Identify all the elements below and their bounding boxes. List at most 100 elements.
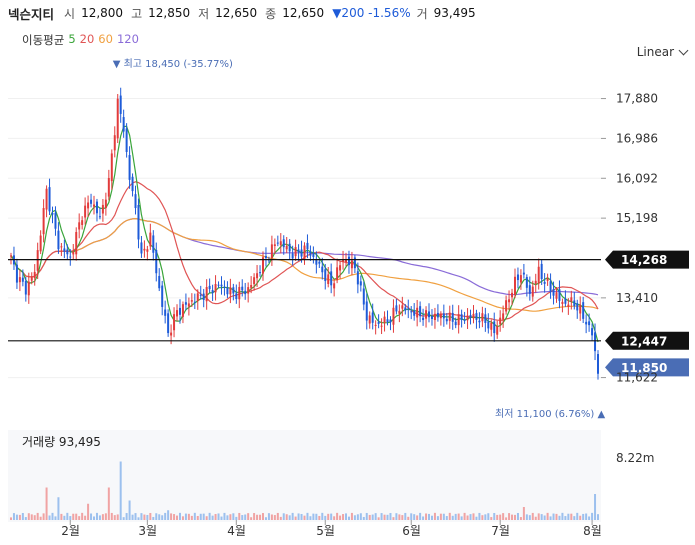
price-line-badge: 14,268 bbox=[605, 250, 689, 269]
candle-body bbox=[220, 284, 223, 287]
volume-bar bbox=[428, 513, 431, 520]
volume-bar bbox=[309, 516, 312, 520]
candle-body bbox=[422, 317, 425, 321]
candle-body bbox=[270, 244, 273, 259]
candle-body bbox=[383, 316, 386, 323]
volume-bar bbox=[333, 516, 336, 520]
candle-body bbox=[244, 290, 247, 295]
candle-body bbox=[131, 176, 134, 192]
volume-bar bbox=[436, 516, 439, 520]
volume-bar bbox=[537, 513, 540, 520]
candle-body bbox=[149, 232, 152, 247]
volume-bar bbox=[10, 517, 12, 520]
volume-bar bbox=[564, 516, 567, 520]
close-value: 12,650 bbox=[282, 6, 325, 20]
candle-body bbox=[113, 135, 116, 151]
candle-body bbox=[404, 307, 407, 311]
candle-body bbox=[457, 314, 460, 326]
candle-body bbox=[294, 247, 297, 257]
volume-bar bbox=[98, 515, 101, 520]
candle-body bbox=[336, 267, 339, 281]
candle-body bbox=[585, 321, 588, 325]
volume-bar bbox=[306, 512, 309, 520]
volume-bar bbox=[87, 503, 90, 520]
candle-body bbox=[591, 328, 594, 336]
candle-body bbox=[469, 314, 472, 318]
candle-body bbox=[522, 272, 525, 275]
volume-bar bbox=[45, 487, 48, 520]
ma60-line bbox=[10, 217, 599, 312]
volume-bar bbox=[18, 514, 21, 520]
candle-body bbox=[155, 249, 158, 274]
volume-bar bbox=[297, 513, 300, 520]
candle-body bbox=[51, 213, 54, 215]
volume-bar bbox=[433, 512, 436, 520]
candle-body bbox=[176, 310, 179, 317]
candle-body bbox=[519, 275, 522, 283]
min-annotation: 최저 11,100 (6.76%) ▲ bbox=[495, 408, 605, 420]
volume-bar bbox=[356, 514, 359, 520]
candle-body bbox=[570, 297, 573, 302]
volume-bar bbox=[110, 512, 113, 520]
volume-bar bbox=[549, 516, 552, 520]
candle-body bbox=[359, 281, 362, 286]
candle-body bbox=[78, 222, 81, 230]
volume-bar bbox=[347, 516, 350, 520]
volume-bar bbox=[75, 513, 78, 520]
candle-body bbox=[493, 321, 496, 334]
ma20-label[interactable]: 20 bbox=[79, 32, 95, 46]
volume-bar bbox=[540, 514, 543, 520]
ma120-label[interactable]: 120 bbox=[116, 32, 139, 46]
volume-bar bbox=[238, 512, 241, 520]
candle-body bbox=[66, 249, 69, 255]
candle-body bbox=[229, 287, 232, 295]
volume-bar bbox=[330, 513, 333, 520]
volume-bar bbox=[164, 512, 167, 520]
x-tick-label: 3월 bbox=[138, 524, 157, 538]
volume-bar bbox=[591, 512, 594, 520]
candle-body bbox=[60, 246, 63, 248]
candle-body bbox=[505, 300, 508, 312]
candle-body bbox=[140, 242, 143, 254]
candle-body bbox=[116, 98, 119, 139]
candle-body bbox=[57, 230, 60, 250]
volume-bar bbox=[205, 516, 208, 520]
candle-body bbox=[253, 277, 256, 285]
candle-body bbox=[508, 299, 511, 303]
candle-body bbox=[235, 293, 238, 300]
candle-body bbox=[288, 243, 291, 252]
candle-body bbox=[300, 249, 303, 257]
volume-bar bbox=[48, 515, 51, 520]
candle-body bbox=[24, 281, 27, 295]
volume-bar bbox=[445, 516, 448, 520]
x-tick-label: 8월 bbox=[583, 524, 602, 538]
volume-bar bbox=[531, 512, 534, 520]
candle-body bbox=[18, 277, 21, 283]
scale-dropdown[interactable]: Linear bbox=[637, 45, 689, 59]
volume-bar bbox=[597, 514, 599, 520]
candle-body bbox=[428, 311, 431, 318]
volume-bar bbox=[478, 512, 481, 520]
volume-bar bbox=[419, 512, 422, 520]
volume-bar bbox=[202, 513, 205, 520]
ma5-line bbox=[10, 125, 599, 343]
ma60-label[interactable]: 60 bbox=[98, 32, 113, 46]
candle-body bbox=[158, 275, 161, 289]
candle-body bbox=[324, 269, 327, 281]
candle-body bbox=[30, 276, 33, 281]
volume-bar bbox=[285, 514, 288, 520]
candle-body bbox=[39, 235, 42, 252]
candle-body bbox=[597, 354, 599, 374]
volume-bar bbox=[294, 516, 297, 520]
ma5-label[interactable]: 5 bbox=[68, 32, 76, 46]
candle-body bbox=[371, 312, 374, 323]
price-line-badge-bg bbox=[605, 250, 689, 269]
volume-bar bbox=[84, 515, 87, 520]
volume-bar bbox=[374, 513, 377, 520]
volume-bar bbox=[199, 513, 202, 520]
volume-bar bbox=[481, 515, 484, 520]
candle-body bbox=[350, 260, 353, 269]
volume-bar bbox=[24, 517, 27, 520]
volume-bar bbox=[383, 514, 386, 520]
volume-bar bbox=[155, 513, 158, 520]
